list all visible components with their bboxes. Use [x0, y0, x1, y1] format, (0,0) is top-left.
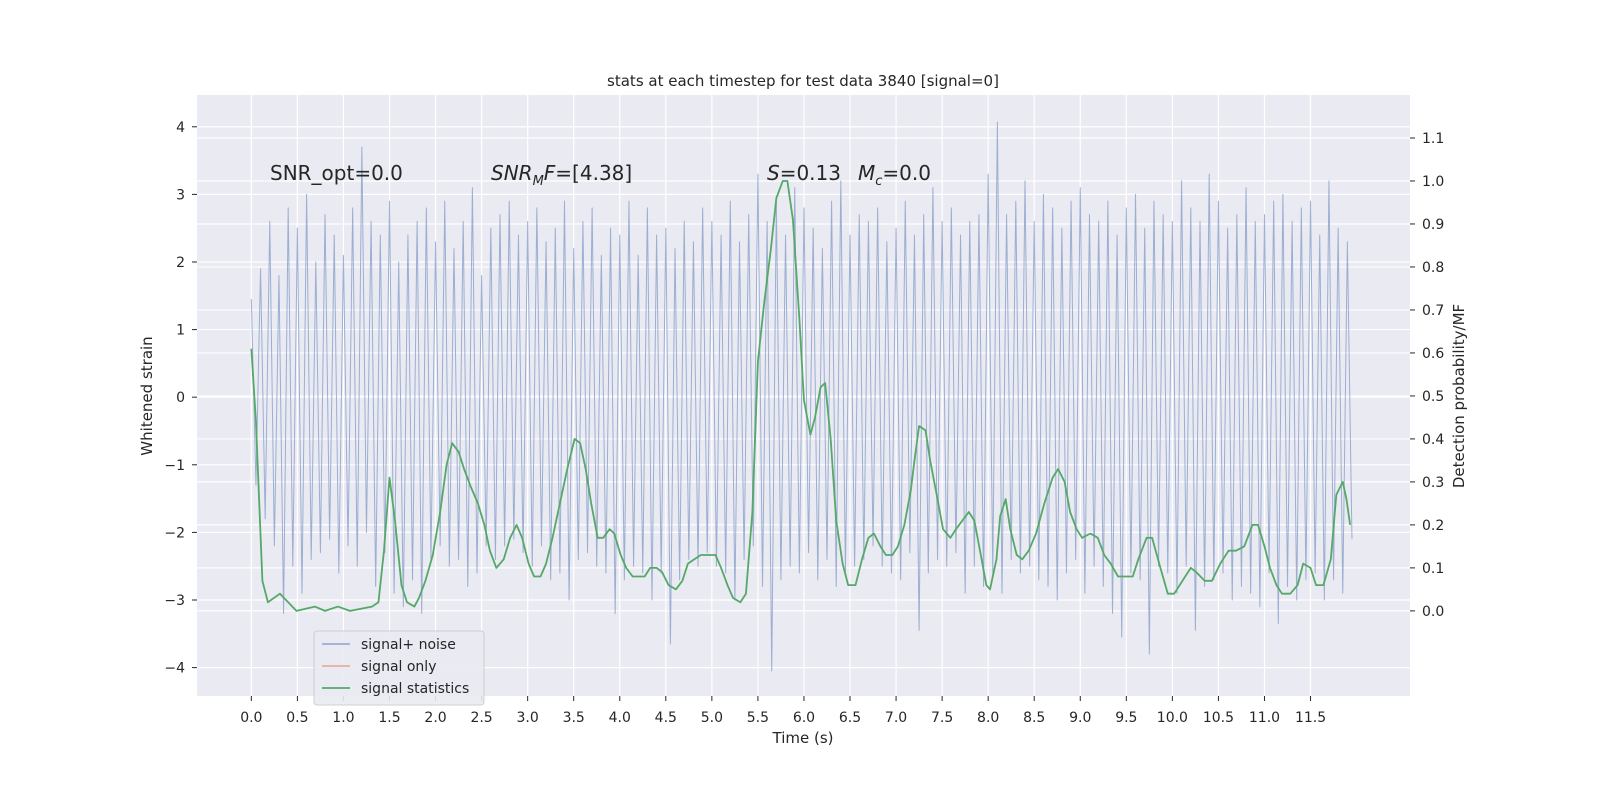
axes: 0.0 0.5 1.0 1.5 2.0 2.5 3.0 3.5 4.0 4.5 5.0 5.5 6.0 6…: [164, 120, 1444, 726]
y2-tick-label: 0.1: [1422, 561, 1444, 577]
y-tick-label: −3: [164, 593, 185, 609]
x-tick-label: 1.5: [378, 710, 400, 726]
legend-label: signal+ noise: [361, 637, 456, 653]
legend-box: [313, 630, 485, 706]
chart-title: stats at each timestep for test data 384…: [607, 72, 999, 90]
y2-tick-label: 0.4: [1422, 432, 1444, 448]
x-tick-label: 3.0: [517, 710, 539, 726]
x-tick-label: 7.0: [885, 710, 907, 726]
annotation-part: =[4.38]: [555, 161, 632, 185]
marks: [250, 121, 1353, 672]
y2-tick-label: 0.8: [1422, 260, 1444, 276]
annotation: SNR_opt=0.0: [270, 161, 403, 185]
y2-tick-label: 0.2: [1422, 518, 1444, 534]
y-tick-label: 1: [176, 323, 185, 339]
y2-tick-label: 0.6: [1422, 346, 1444, 362]
x-tick-label: 7.5: [931, 710, 953, 726]
series-line: [250, 121, 1353, 672]
x-tick-label: 6.0: [793, 710, 815, 726]
y-tick-label: 3: [176, 187, 185, 203]
x-tick-label: 4.0: [609, 710, 631, 726]
annotation-subscript: M: [533, 174, 544, 189]
y-axis-label: Whitened strain: [138, 336, 156, 455]
x-tick-label: 0.5: [286, 710, 308, 726]
y2-tick-label: 0.3: [1422, 475, 1444, 491]
y-tick-label: −1: [164, 458, 185, 474]
x-tick-label: 9.0: [1069, 710, 1091, 726]
x-tick-label: 10.5: [1203, 710, 1234, 726]
x-tick-label: 2.5: [470, 710, 492, 726]
x-tick-label: 10.0: [1157, 710, 1188, 726]
x-tick-label: 9.5: [1115, 710, 1137, 726]
annotation-part: M: [858, 161, 875, 185]
annotation-subscript: c: [875, 174, 882, 189]
x-tick-label: 11.0: [1249, 710, 1280, 726]
annotation-part: S: [767, 161, 780, 185]
annotation: Mc=0.0: [858, 161, 931, 189]
legend-label: signal only: [361, 659, 436, 675]
x-axis-label: Time (s): [772, 729, 834, 747]
x-tick-label: 8.0: [977, 710, 999, 726]
y2-tick-label: 0.5: [1422, 389, 1444, 405]
y2-tick-label: 1.0: [1422, 174, 1444, 190]
y-tick-label: 4: [176, 120, 185, 136]
x-tick-label: 3.5: [563, 710, 585, 726]
annotation-part: SNR: [491, 161, 533, 185]
x-tick-label: 8.5: [1023, 710, 1045, 726]
y2-tick-label: 0.9: [1422, 217, 1444, 233]
series-line: [250, 180, 1352, 612]
annotation-part: =0.0: [882, 161, 931, 185]
annotation-part: F: [544, 161, 556, 185]
y2-tick-label: 0.7: [1422, 303, 1444, 319]
y2-tick-label: 0.0: [1422, 604, 1444, 620]
x-tick-label: 4.5: [655, 710, 677, 726]
y-tick-label: −4: [164, 661, 185, 677]
annotation: S=0.13: [767, 161, 841, 185]
x-tick-label: 5.5: [747, 710, 769, 726]
x-tick-label: 5.0: [701, 710, 723, 726]
x-tick-label: 2.0: [424, 710, 446, 726]
y-tick-label: 2: [176, 255, 185, 271]
y-tick-label: 0: [176, 390, 185, 406]
legend: signal+ noise signal only signal statistic…: [313, 630, 485, 706]
y2-axis-label: Detection probability/MF: [1450, 304, 1468, 488]
legend-label: signal statistics: [361, 681, 469, 697]
y2-tick-label: 1.1: [1422, 131, 1444, 147]
x-tick-label: 11.5: [1295, 710, 1326, 726]
annotation-part: =0.13: [780, 161, 841, 185]
x-tick-label: 0.0: [240, 710, 262, 726]
x-tick-label: 1.0: [332, 710, 354, 726]
annotation: SNRMF=[4.38]: [491, 161, 632, 189]
y-tick-label: −2: [164, 525, 185, 541]
x-tick-label: 6.5: [839, 710, 861, 726]
